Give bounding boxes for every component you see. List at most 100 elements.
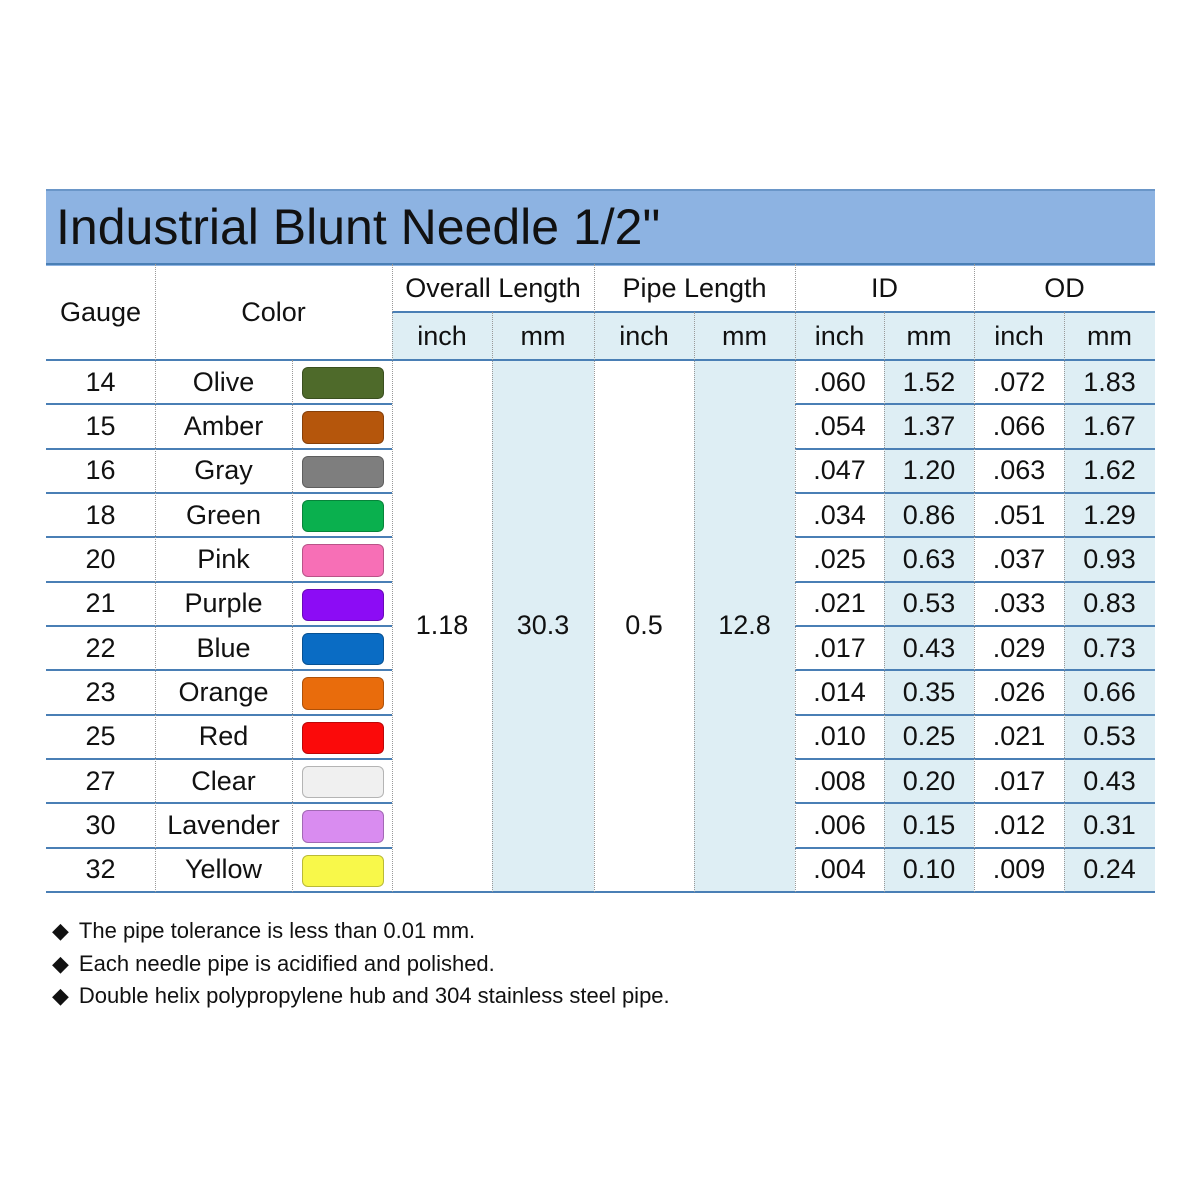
header-line	[392, 311, 1155, 313]
dimension: 0.20	[902, 765, 956, 796]
column-line	[492, 312, 493, 892]
column-line	[694, 312, 695, 892]
color-name: Pink	[197, 543, 250, 574]
dimension: .014	[813, 676, 866, 707]
color-swatch	[302, 721, 384, 754]
dimension: .051	[992, 499, 1046, 530]
dimension: 0.86	[902, 499, 956, 530]
row-line	[795, 757, 1155, 760]
gauge: 25	[85, 721, 116, 752]
gauge: 30	[85, 809, 116, 840]
dimension: 0.10	[902, 854, 956, 885]
column-line	[795, 264, 796, 892]
row-line	[795, 403, 1155, 406]
column-line	[884, 312, 885, 892]
column-line	[292, 360, 293, 892]
dimension: 1.83	[1083, 366, 1136, 397]
unit-header: inch	[994, 320, 1044, 351]
gauge: 14	[85, 366, 116, 397]
row-line	[795, 536, 1155, 539]
header: Pipe Length	[622, 272, 767, 303]
row-line	[46, 447, 392, 450]
gauge: 22	[85, 632, 116, 663]
dimension: 0.73	[1083, 632, 1136, 663]
dimension: 0.43	[902, 632, 956, 663]
gauge: 16	[85, 455, 116, 486]
dimension: .029	[992, 632, 1046, 663]
row-line	[795, 580, 1155, 583]
unit-header: inch	[417, 320, 467, 351]
column-bg	[492, 360, 594, 892]
color-name: Olive	[192, 366, 255, 397]
gauge: 23	[85, 676, 116, 707]
dimension: 0.35	[902, 676, 956, 707]
dimension: .021	[813, 588, 866, 619]
dimension: .006	[813, 809, 866, 840]
unit-header: mm	[906, 320, 952, 351]
column-line	[1064, 312, 1065, 892]
dimension: .009	[992, 854, 1046, 885]
row-line	[795, 491, 1155, 494]
color-name: Yellow	[184, 854, 263, 885]
column-line	[155, 264, 156, 892]
dimension: .060	[813, 366, 866, 397]
color-swatch	[302, 544, 384, 577]
row-line	[46, 669, 392, 672]
dimension: 0.24	[1083, 854, 1136, 885]
row-line	[46, 713, 392, 716]
row-line	[46, 624, 392, 627]
dimension: .017	[813, 632, 866, 663]
length-value: 12.8	[718, 610, 771, 641]
row-line	[795, 447, 1155, 450]
row-line	[46, 802, 392, 805]
note: Each needle pipe is acidified and polish…	[52, 951, 495, 977]
color-swatch	[302, 854, 384, 887]
dimension: 1.67	[1083, 410, 1136, 441]
dimension: 0.31	[1083, 809, 1136, 840]
dimension: .072	[992, 366, 1046, 397]
dimension: .066	[992, 410, 1046, 441]
header-line	[46, 359, 1155, 361]
row-line	[46, 890, 1155, 893]
gauge: 20	[85, 543, 116, 574]
row-line	[46, 846, 392, 849]
note: The pipe tolerance is less than 0.01 mm.	[52, 918, 475, 944]
row-line	[795, 713, 1155, 716]
color-name: Lavender	[167, 809, 280, 840]
unit-header: mm	[520, 320, 566, 351]
dimension: 1.52	[902, 366, 956, 397]
color-swatch	[302, 588, 384, 621]
column-bg	[694, 360, 795, 892]
header-line	[46, 263, 1155, 265]
dimension: .054	[813, 410, 866, 441]
row-line	[795, 802, 1155, 805]
dimension: 0.25	[902, 721, 956, 752]
gauge: 18	[85, 499, 116, 530]
color-name: Green	[185, 499, 262, 530]
dimension: 1.62	[1083, 455, 1136, 486]
column-line	[392, 264, 393, 892]
row-line	[46, 757, 392, 760]
color-swatch	[302, 765, 384, 799]
header: Color	[241, 296, 306, 327]
dimension: .037	[992, 543, 1046, 574]
dimension: 1.29	[1083, 499, 1136, 530]
note: Double helix polypropylene hub and 304 s…	[52, 983, 670, 1009]
dimension: .017	[992, 765, 1046, 796]
color-name: Purple	[184, 588, 263, 619]
unit-header: mm	[722, 320, 767, 351]
dimension: .034	[813, 499, 866, 530]
row-line	[46, 536, 392, 539]
header: OD	[1044, 272, 1085, 303]
color-swatch	[302, 367, 384, 400]
dimension: 0.83	[1083, 588, 1136, 619]
dimension: 0.15	[902, 809, 956, 840]
unit-header: inch	[814, 320, 865, 351]
length-value: 0.5	[625, 610, 663, 641]
title: Industrial Blunt Needle 1/2"	[56, 198, 661, 255]
row-line	[46, 403, 392, 406]
dimension: .025	[813, 543, 866, 574]
dimension: 0.53	[1083, 721, 1136, 752]
dimension: .021	[992, 721, 1046, 752]
